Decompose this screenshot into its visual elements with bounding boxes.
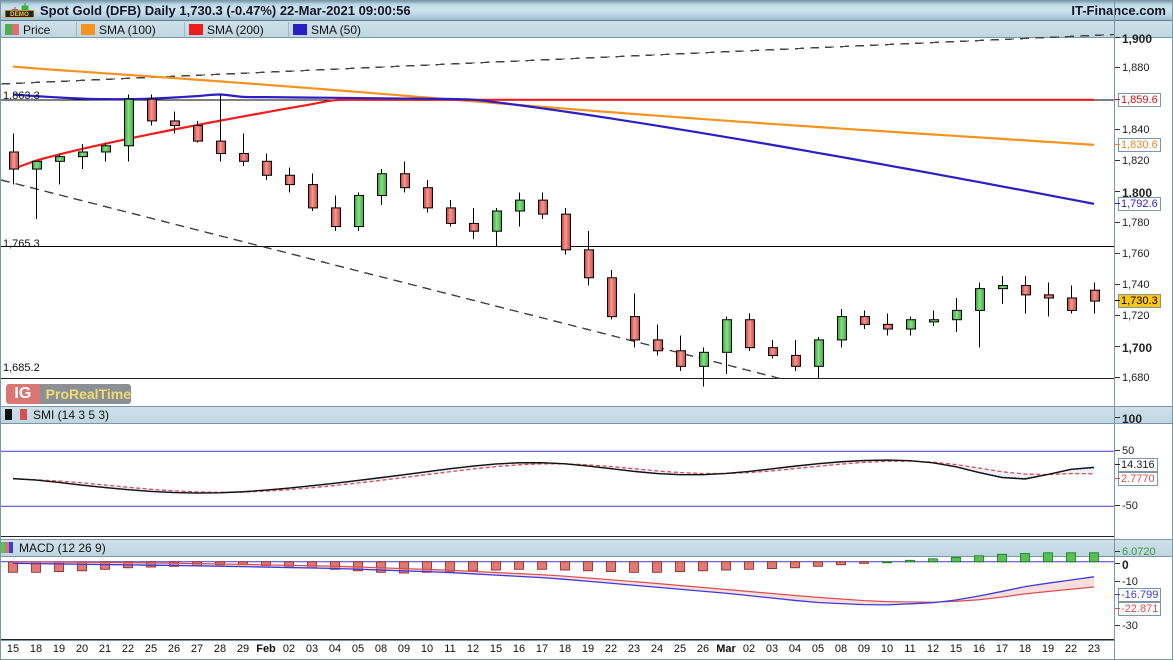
svg-text:DEMO: DEMO	[10, 11, 29, 18]
